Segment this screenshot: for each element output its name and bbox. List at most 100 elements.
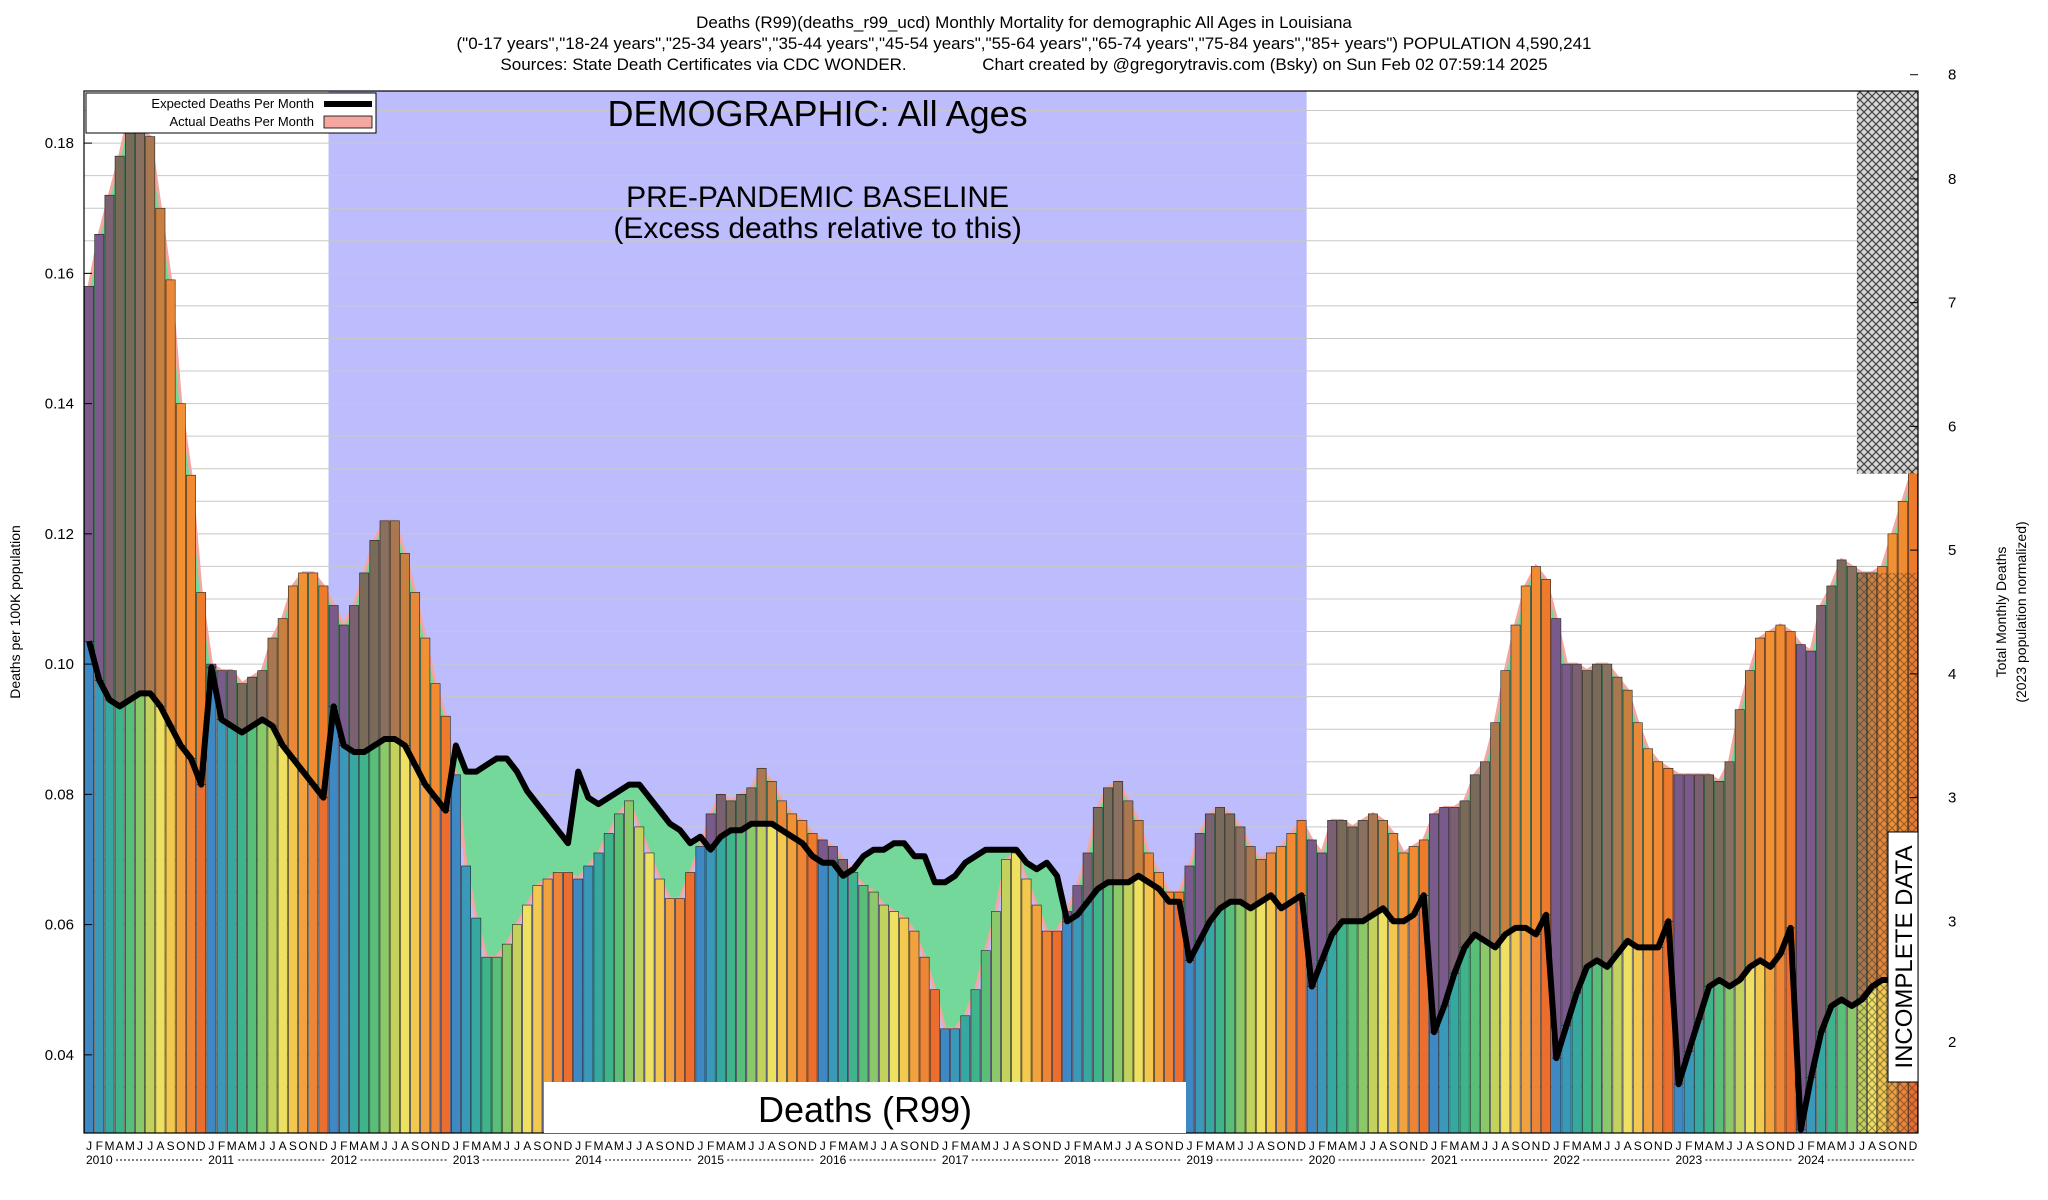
x-month-label: O [1766, 1139, 1775, 1153]
bar-base [1673, 1083, 1684, 1134]
bar-excess [1704, 774, 1715, 987]
x-month-label: J [881, 1139, 887, 1153]
x-month-label: N [1165, 1139, 1174, 1153]
bar-base [1225, 901, 1236, 1134]
x-month-label: S [1878, 1139, 1886, 1153]
x-month-label: A [279, 1139, 287, 1153]
bar-excess [1439, 807, 1450, 1007]
bar-base [420, 784, 431, 1134]
bar-excess [124, 110, 135, 701]
bar-base [277, 745, 288, 1134]
x-month-label: D [930, 1139, 939, 1153]
bar-excess [1296, 820, 1307, 896]
bar-base [1632, 947, 1643, 1134]
x-month-label: A [849, 1139, 857, 1153]
bar-excess [1266, 852, 1276, 896]
bar-excess [1541, 579, 1551, 916]
x-month-label: M [1205, 1139, 1215, 1153]
x-month-label: J [453, 1139, 459, 1153]
x-month-label: J [86, 1139, 92, 1153]
x-month-label: J [1849, 1139, 1855, 1153]
x-month-label: J [1115, 1139, 1121, 1153]
bar [481, 956, 492, 1134]
bar-base [1378, 908, 1388, 1134]
y2-tick-label: 7 [1948, 295, 1956, 312]
bar-base [186, 758, 196, 1134]
bar-excess [410, 592, 421, 766]
bar-excess [94, 233, 105, 681]
bar-base [1327, 934, 1338, 1134]
bar-excess [715, 794, 726, 837]
bar-base [1775, 953, 1786, 1134]
bar-base [216, 719, 227, 1134]
bar-base [1337, 921, 1348, 1134]
bar-base [124, 699, 135, 1134]
bar-excess [155, 207, 166, 707]
x-month-label: S [289, 1139, 297, 1153]
incomplete-label: INCOMPLETE DATA [1891, 845, 1918, 1068]
x-month-label: J [871, 1139, 877, 1153]
x-month-label: N [1654, 1139, 1663, 1153]
x-month-label: J [382, 1139, 388, 1153]
bar-excess [135, 129, 145, 694]
x-month-label: J [1676, 1139, 1682, 1153]
bar-excess [1449, 807, 1460, 974]
bar-base [1571, 992, 1582, 1134]
chart-title: Deaths (R99)(deaths_r99_ucd) Monthly Mor… [696, 13, 1352, 32]
bar-excess [349, 605, 359, 753]
x-month-label: S [1267, 1139, 1275, 1153]
x-month-label: F [1563, 1139, 1570, 1153]
x-month-label: O [1888, 1139, 1897, 1153]
x-month-label: M [716, 1139, 726, 1153]
bar-excess [1418, 839, 1429, 896]
bar-base [338, 745, 349, 1134]
bar-excess [298, 572, 308, 772]
bar-excess [1215, 807, 1225, 909]
bar-excess [369, 540, 380, 746]
x-month-label: S [1022, 1139, 1030, 1153]
x-month-label: M [1714, 1139, 1724, 1153]
x-month-label: F [585, 1139, 592, 1153]
x-month-label: M [614, 1139, 624, 1153]
bar-excess [1816, 605, 1827, 1033]
bar-base [440, 810, 451, 1134]
y-tick-label: 0.14 [45, 396, 74, 413]
expected-deaths-line [86, 640, 1916, 1133]
bar-base [430, 797, 441, 1134]
y-tick-label: 0.12 [45, 526, 74, 543]
bar-base [1194, 940, 1205, 1134]
x-month-label: A [1868, 1139, 1876, 1153]
bottom-label-box [544, 1082, 1186, 1133]
x-month-label: O [910, 1139, 919, 1153]
bar-excess [277, 618, 288, 746]
y-tick-label: 0.08 [45, 786, 74, 803]
x-month-label: M [594, 1139, 604, 1153]
bar-base [175, 745, 186, 1134]
bar-base [267, 725, 278, 1134]
bar-excess [1806, 650, 1816, 1078]
bar-base [1551, 1057, 1562, 1134]
x-month-label: F [1807, 1139, 1814, 1153]
x-month-label: A [1338, 1139, 1346, 1153]
bar-excess [165, 279, 176, 727]
x-month-label: O [1154, 1139, 1163, 1153]
bar-excess [1581, 670, 1592, 968]
y2-tick-label: 2 [1948, 1034, 1956, 1051]
bar-base [94, 680, 105, 1134]
bar-base [410, 764, 421, 1134]
bar [450, 774, 461, 1134]
x-month-label: J [1360, 1139, 1366, 1153]
bar [491, 956, 502, 1134]
x-month-label: J [514, 1139, 520, 1153]
bar-excess [1632, 722, 1643, 948]
x-month-label: A [768, 1139, 776, 1153]
x-month-label: A [1012, 1139, 1020, 1153]
bar-base [1408, 914, 1419, 1134]
bar-excess [1520, 585, 1531, 929]
x-month-label: A [1379, 1139, 1387, 1153]
bar-excess [1622, 689, 1633, 942]
x-month-label: S [1512, 1139, 1520, 1153]
x-month-label: M [1225, 1139, 1235, 1153]
bar-base [1622, 940, 1633, 1134]
